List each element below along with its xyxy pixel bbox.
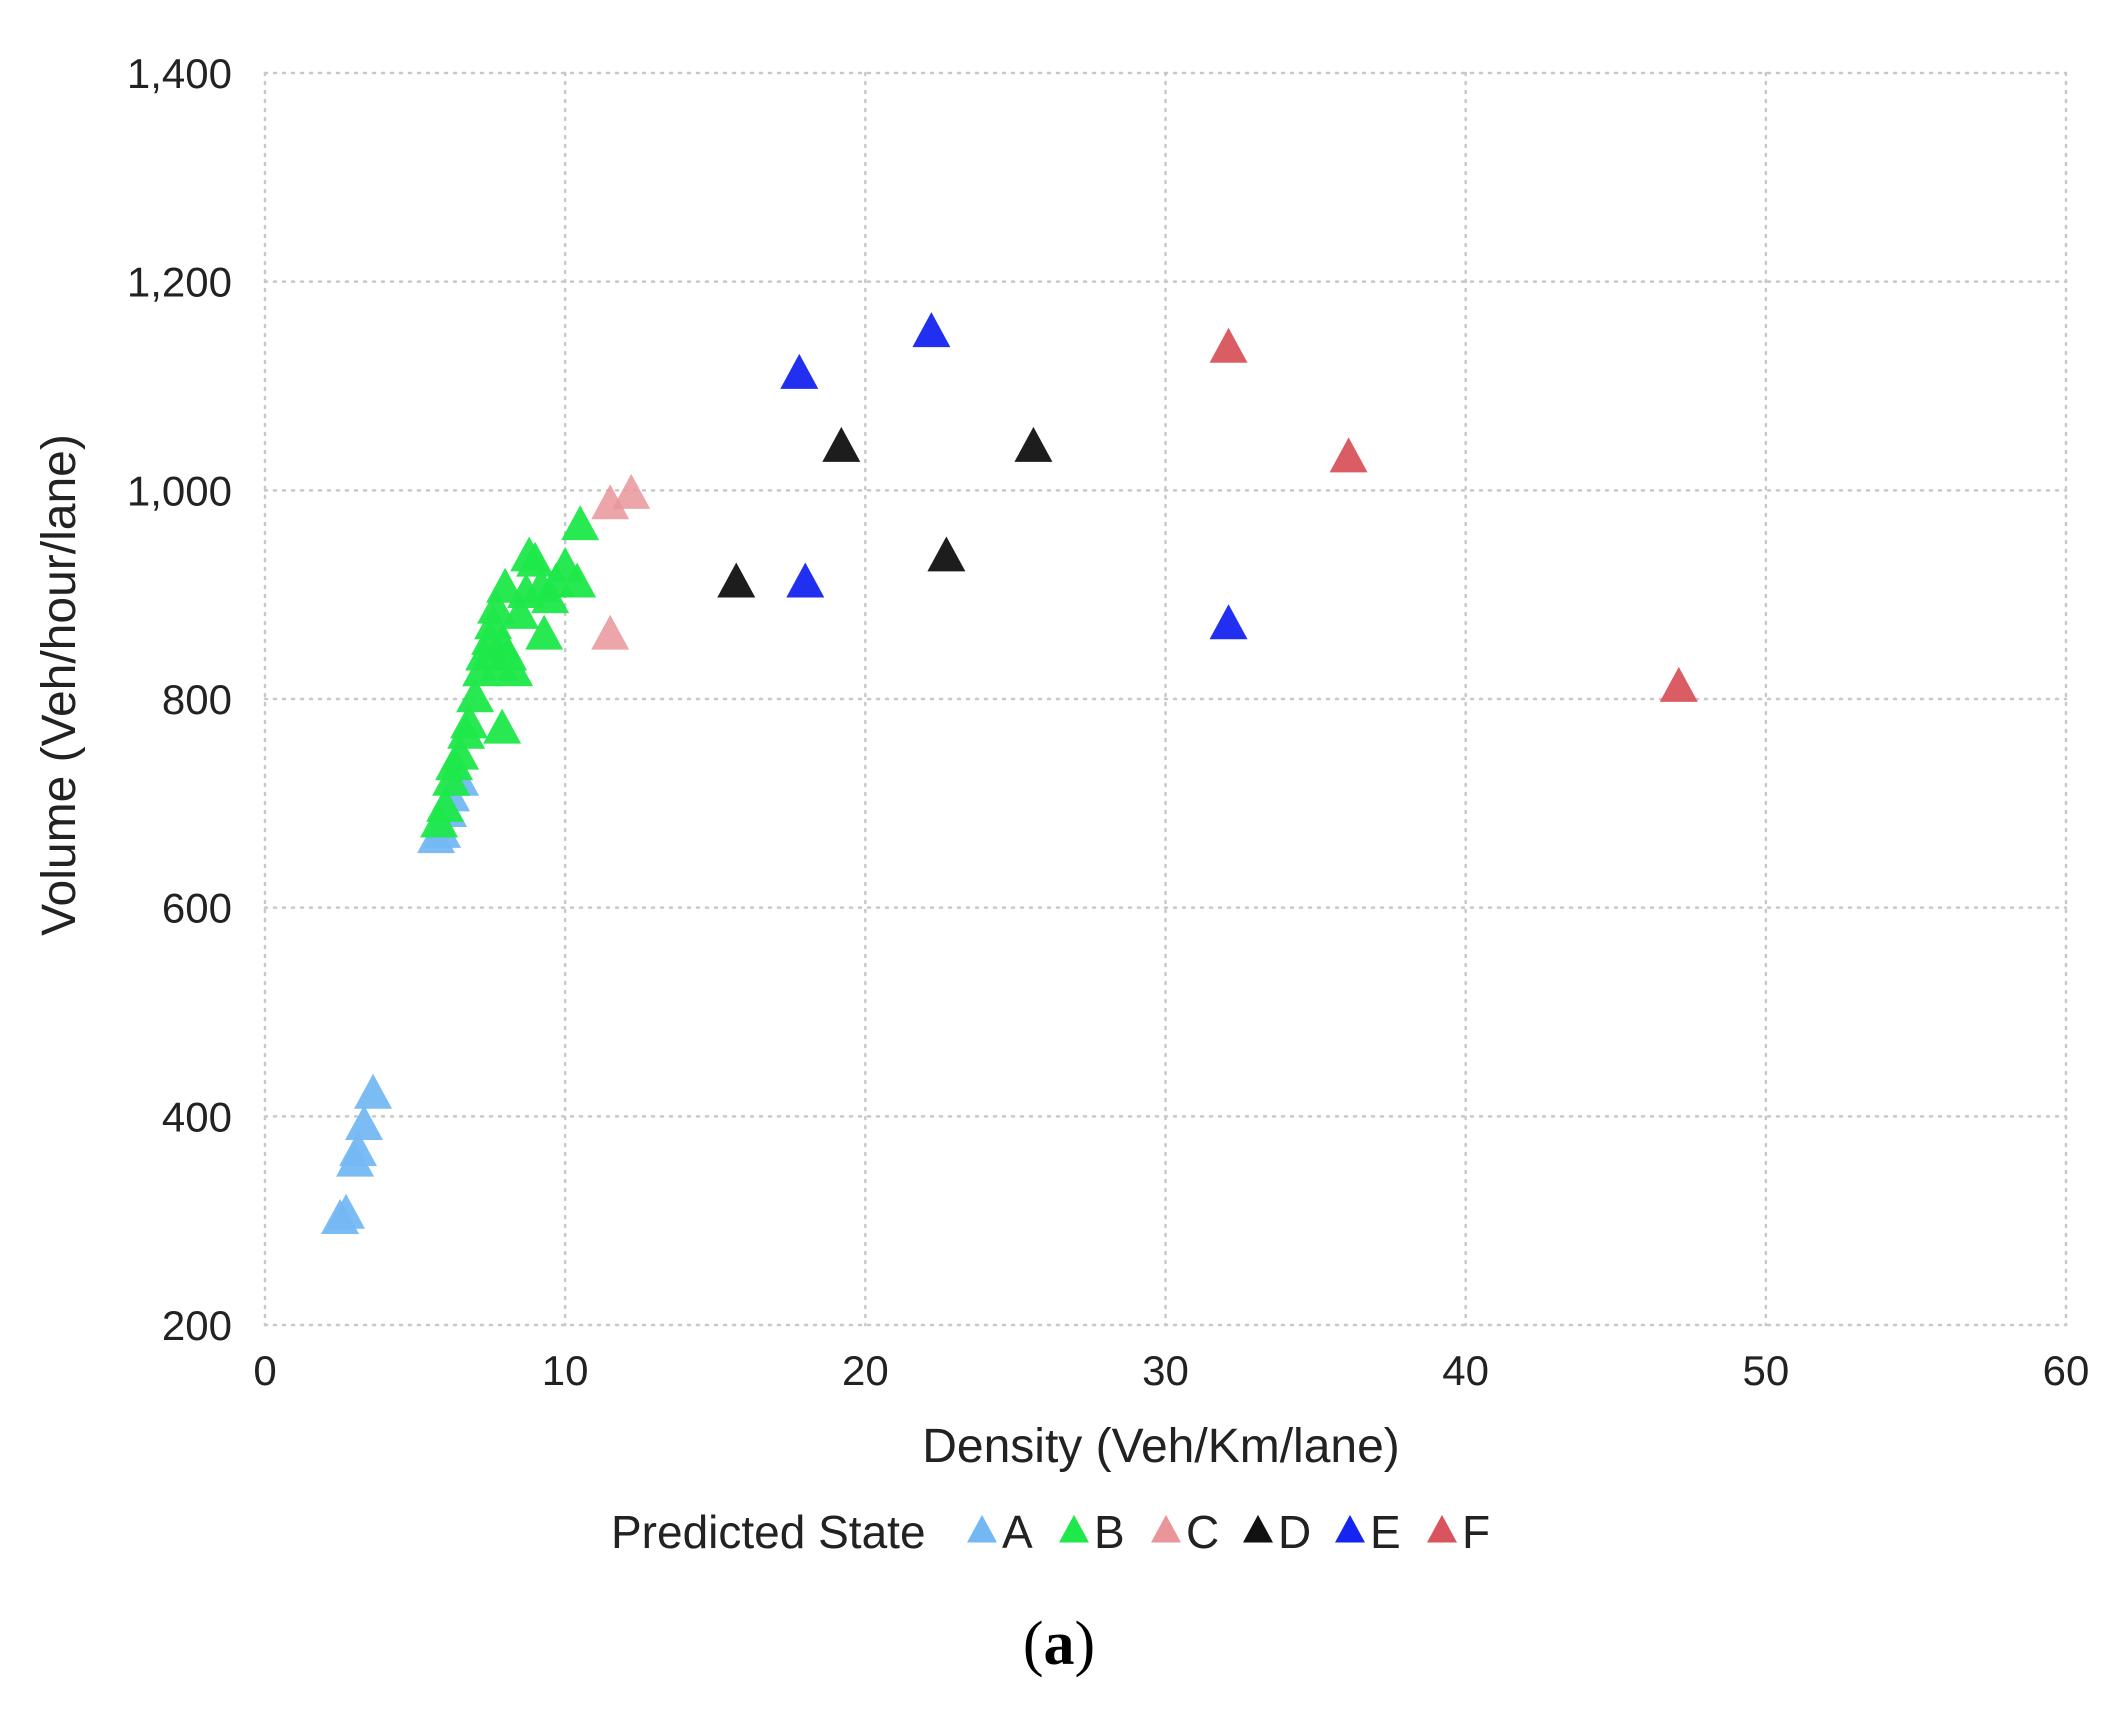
data-point-f <box>1329 437 1368 473</box>
data-point-d <box>927 536 966 572</box>
x-tick-label: 0 <box>253 1347 276 1394</box>
x-tick-label: 20 <box>842 1347 889 1394</box>
legend-marker-d <box>1243 1514 1273 1543</box>
caption-close-paren: ) <box>1075 1610 1096 1678</box>
legend-marker-c <box>1151 1514 1181 1543</box>
data-point-c <box>612 473 651 509</box>
data-point-e <box>780 353 819 389</box>
data-point-e <box>786 562 825 598</box>
legend-marker-b <box>1059 1514 1089 1543</box>
data-point-b <box>456 677 495 713</box>
legend-marker-e <box>1335 1514 1365 1543</box>
data-point-e <box>912 312 951 348</box>
data-point-b <box>558 562 597 598</box>
legend-label-d: D <box>1278 1506 1311 1558</box>
legend-label-e: E <box>1370 1506 1401 1558</box>
legend: Predicted State A B C D E F <box>611 1506 1490 1558</box>
data-point-b <box>516 541 555 577</box>
y-axis-title: Volume (Veh/hour/lane) <box>33 434 86 936</box>
x-tick-label: 30 <box>1142 1347 1189 1394</box>
data-point-b <box>426 786 465 822</box>
y-tick-label: 1,400 <box>127 50 232 97</box>
x-tick-label: 10 <box>542 1347 589 1394</box>
data-point-b <box>483 708 522 744</box>
data-point-b <box>501 593 540 629</box>
data-point-b <box>450 703 489 739</box>
legend-title: Predicted State <box>611 1506 926 1558</box>
data-point-d <box>717 562 756 598</box>
y-axis-ticks: 200 400 600 800 1,000 1,200 1,400 <box>127 50 232 1349</box>
data-point-c <box>591 484 630 520</box>
legend-label-a: A <box>1002 1506 1033 1558</box>
data-point-e <box>1209 604 1248 640</box>
data-point-b <box>441 734 480 770</box>
x-tick-label: 60 <box>2043 1347 2090 1394</box>
x-tick-label: 50 <box>1742 1347 1789 1394</box>
y-tick-label: 400 <box>162 1093 232 1140</box>
data-point-c <box>591 614 630 650</box>
legend-label-f: F <box>1462 1506 1490 1558</box>
data-point-a <box>345 1105 384 1141</box>
chart-grid <box>263 71 2068 1327</box>
data-point-a <box>354 1073 393 1109</box>
x-tick-label: 40 <box>1442 1347 1489 1394</box>
data-point-b <box>486 567 525 603</box>
legend-marker-f <box>1427 1514 1457 1543</box>
data-point-f <box>1209 327 1248 363</box>
y-tick-label: 200 <box>162 1302 232 1349</box>
data-point-f <box>1659 666 1698 702</box>
data-point-d <box>822 426 861 462</box>
caption-letter: a <box>1044 1610 1075 1678</box>
y-tick-label: 600 <box>162 885 232 932</box>
legend-marker-a <box>967 1514 997 1543</box>
x-axis-title: Density (Veh/Km/lane) <box>922 1420 1400 1473</box>
y-tick-label: 800 <box>162 676 232 723</box>
data-point-b <box>477 588 516 624</box>
data-point-b <box>561 505 600 541</box>
figure-caption: (a) <box>1023 1610 1095 1678</box>
caption-open-paren: ( <box>1023 1610 1044 1678</box>
data-points <box>321 312 1698 1234</box>
data-point-b <box>495 651 534 687</box>
y-tick-label: 1,200 <box>127 259 232 306</box>
data-point-d <box>1014 426 1053 462</box>
legend-label-b: B <box>1094 1506 1125 1558</box>
legend-label-c: C <box>1186 1506 1219 1558</box>
data-point-b <box>525 614 564 650</box>
data-point-a <box>327 1193 366 1229</box>
data-point-a <box>339 1131 378 1167</box>
x-axis-ticks: 0 10 20 30 40 50 60 <box>253 1347 2089 1394</box>
y-tick-label: 1,000 <box>127 467 232 514</box>
